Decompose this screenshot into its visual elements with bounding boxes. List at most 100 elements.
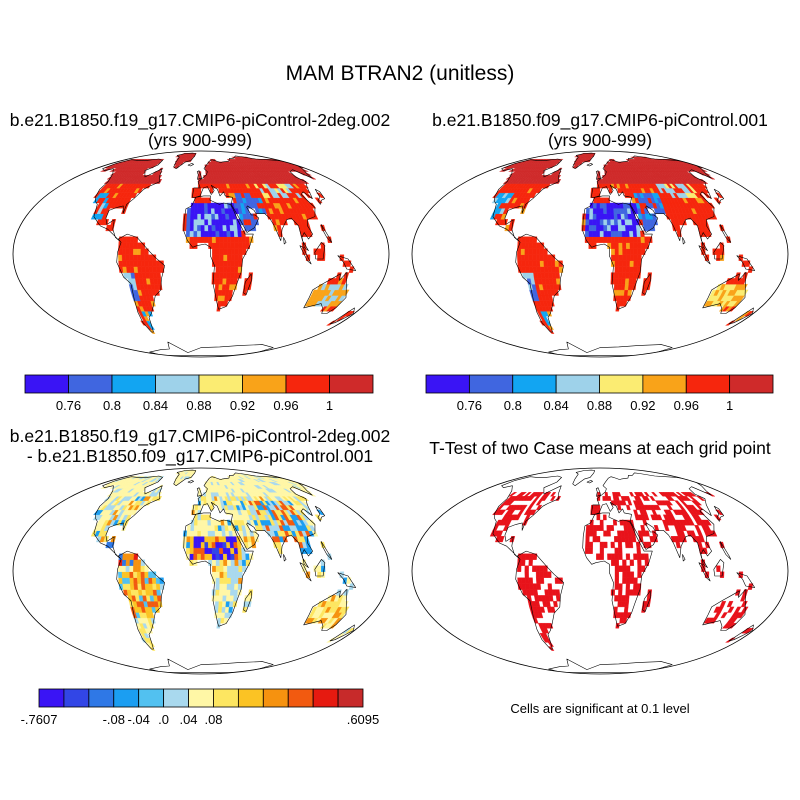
grid-cell	[726, 601, 734, 608]
grid-cell	[647, 589, 652, 596]
panel-title-case1-line2: (yrs 900-999)	[147, 130, 253, 151]
colorbar-tick-label: 0.76	[56, 398, 81, 413]
grid-cell	[640, 525, 646, 531]
colorbar-box	[555, 374, 600, 394]
grid-cell	[151, 254, 157, 261]
coastline-southAmerica	[116, 233, 165, 333]
grid-cell	[629, 492, 635, 497]
colorbar-box	[113, 688, 140, 708]
colorbar-tick-label: .6095	[347, 712, 380, 727]
colorbar-tick-label: 0.96	[273, 398, 298, 413]
grid-cell	[110, 536, 117, 543]
coastline-newGuinea	[337, 255, 357, 271]
coastline-greenland	[572, 469, 595, 487]
coastline-newZealand	[728, 624, 754, 642]
grid-cell	[713, 514, 722, 521]
grid-cell	[555, 589, 560, 596]
colorbar-box	[63, 688, 90, 708]
colorbar-tick-label: 0.84	[143, 398, 168, 413]
colorbar-tick-label: 0.92	[230, 398, 255, 413]
colorbar-box	[188, 688, 214, 708]
colorbar-box	[138, 688, 165, 708]
grid-cell	[532, 553, 538, 560]
coastline-antarctica	[149, 658, 274, 673]
map-case2	[411, 150, 789, 358]
grid-cell	[719, 242, 725, 249]
grid-cell	[553, 161, 561, 165]
grid-cell	[550, 606, 556, 613]
grid-cell	[547, 583, 553, 590]
colorbar-tick-label: 0.88	[587, 398, 612, 413]
colorbar-tick-label: .0	[158, 712, 169, 727]
grid-cell	[609, 525, 615, 531]
grid-cell	[666, 509, 674, 515]
coastline-sumatra	[299, 245, 312, 265]
colorbar-box	[285, 374, 330, 394]
coastline-newZealand	[329, 307, 355, 325]
coastline-borneo	[713, 242, 725, 260]
grid-cell	[103, 219, 110, 226]
colorbar-box	[729, 374, 774, 394]
coastline-australia	[702, 271, 747, 314]
panel-title-case2-line1: b.e21.B1850.f09_g17.CMIP6-piControl.001	[432, 110, 768, 130]
grid-cell	[622, 559, 627, 566]
grid-cell	[532, 236, 538, 243]
coastline-greenland	[173, 152, 196, 170]
coastline-sumatra	[698, 562, 711, 582]
grid-cell	[538, 171, 546, 176]
grid-cell	[536, 492, 545, 497]
grid-cell	[656, 514, 663, 521]
grid-cell	[555, 175, 562, 180]
colorbar-box	[287, 688, 314, 708]
significance-note: Cells are significant at 0.1 level	[510, 701, 690, 716]
colorbar-difference-bar: -.7607 -.08 -.04 .0 .04 .08 .6095	[21, 688, 380, 727]
grid-cell	[140, 242, 146, 249]
coastline-eurasia	[192, 155, 316, 251]
grid-cell	[544, 492, 552, 497]
panel-title-difference: b.e21.B1850.f19_g17.CMIP6-piControl-2deg…	[0, 426, 400, 466]
coastlines	[93, 469, 357, 673]
grid-cell	[248, 589, 253, 596]
coastline-southAmerica	[515, 233, 564, 333]
grid-cell	[341, 601, 349, 608]
grid-cell	[509, 536, 516, 543]
colorbar-tick-label: 0.92	[630, 398, 655, 413]
grid-cell	[740, 601, 748, 608]
grid-cell	[596, 536, 601, 543]
map-border	[411, 467, 789, 675]
coastlines	[492, 152, 756, 356]
grid-cell	[635, 541, 641, 549]
coastline-newGuinea	[337, 572, 357, 588]
coastline-britain	[196, 487, 202, 497]
colorbar-tick-label: .04	[179, 712, 197, 727]
figure-title: MAM BTRAN2 (unitless)	[285, 62, 515, 85]
colorbar-box	[88, 688, 115, 708]
coastline-greenland	[173, 469, 196, 487]
colorbar-case2-bar: 0.76 0.8 0.84 0.88 0.92 0.96 1	[425, 374, 774, 413]
grid-cell	[625, 504, 631, 511]
coastline-philippines	[320, 541, 333, 560]
coastline-australia	[303, 271, 348, 314]
colorbar-tick-label: 0.96	[674, 398, 699, 413]
coastline-japan	[713, 505, 725, 522]
grid-cell	[156, 175, 163, 180]
grid-cell	[742, 272, 749, 279]
coastline-newZealand	[728, 307, 754, 325]
map-difference	[12, 467, 390, 675]
colorbar-box	[155, 374, 200, 394]
coastline-sriLanka	[682, 237, 686, 245]
grid-cell	[154, 161, 162, 165]
coastline-borneo	[314, 242, 326, 260]
coastline-iceland	[187, 480, 194, 484]
coastline-philippines	[320, 224, 333, 243]
grid-cell	[616, 492, 622, 497]
grid-cell	[509, 219, 516, 226]
grid-cell	[727, 606, 735, 613]
grid-cell	[496, 530, 504, 537]
coastline-eurasia	[591, 472, 715, 568]
colorbar-tick-label: -.04	[127, 712, 149, 727]
grid-cell	[151, 571, 157, 578]
coastline-antarctica	[548, 658, 673, 673]
grid-cell	[683, 496, 692, 501]
